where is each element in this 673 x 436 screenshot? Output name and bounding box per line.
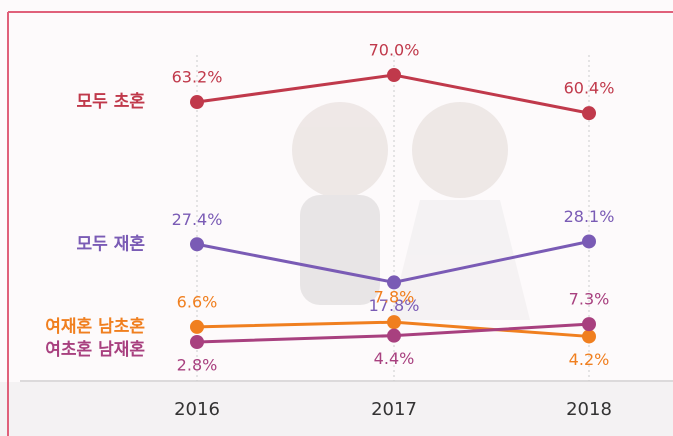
value-label: 28.1%	[564, 207, 615, 226]
point	[582, 317, 596, 331]
series-name: 모두 재혼	[77, 233, 146, 254]
x-tick-label: 2018	[566, 399, 612, 420]
value-label: 60.4%	[564, 79, 615, 98]
point	[387, 68, 401, 82]
value-label: 7.3%	[569, 290, 610, 309]
value-label: 27.4%	[172, 210, 223, 229]
point	[190, 320, 204, 334]
point	[387, 315, 401, 329]
point	[582, 234, 596, 248]
point	[582, 106, 596, 120]
series-name: 여초혼 남재혼	[45, 339, 145, 360]
x-tick-label: 2016	[174, 399, 220, 420]
series-name: 모두 초혼	[77, 91, 146, 112]
point	[190, 335, 204, 349]
value-label: 4.4%	[374, 349, 415, 368]
point	[387, 329, 401, 343]
series-name: 여재혼 남초혼	[45, 316, 145, 337]
point	[190, 95, 204, 109]
chart: 20162017201863.2%70.0%60.4%27.4%17.8%28.…	[0, 0, 673, 436]
value-label: 2.8%	[177, 356, 218, 375]
value-label: 4.2%	[569, 350, 610, 369]
value-label: 70.0%	[369, 41, 420, 60]
value-label: 7.8%	[374, 288, 415, 307]
point	[190, 237, 204, 251]
point	[582, 329, 596, 343]
value-label: 6.6%	[177, 292, 218, 311]
x-tick-label: 2017	[371, 399, 417, 420]
value-label: 63.2%	[172, 68, 223, 87]
